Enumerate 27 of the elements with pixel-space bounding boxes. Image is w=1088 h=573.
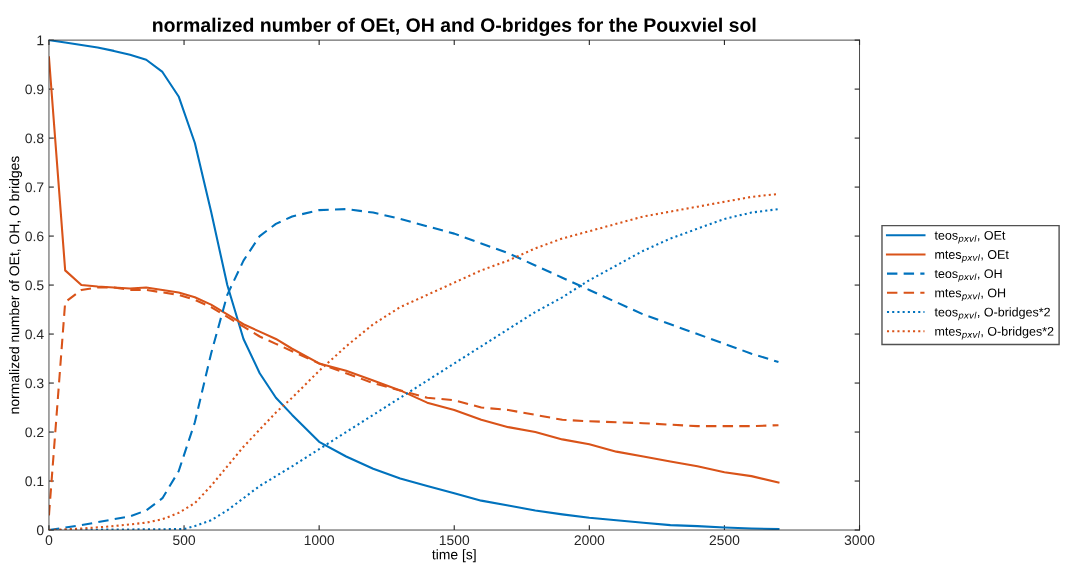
legend-label: mtes$_{pxvl}$, O-bridges*2 <box>935 326 1054 340</box>
x-tick-label: 1500 <box>439 535 470 546</box>
legend-label: teos$_{pxvl}$, OH <box>934 269 1002 282</box>
y-tick-label: 0.4 <box>25 329 44 340</box>
x-tick-label: 2500 <box>709 535 740 546</box>
chart-title: normalized number of OEt, OH and O-bridges for the Pouxviel sol <box>153 17 756 36</box>
y-tick-label: 0.8 <box>25 133 44 144</box>
y-tick-label: 0.3 <box>25 378 44 389</box>
y-axis-title: normalized number of OEt, OH, O bridges <box>9 156 23 414</box>
y-tick-label: 0.5 <box>25 280 44 291</box>
x-tick-label: 1000 <box>304 535 335 546</box>
y-tick-label: 0.6 <box>25 231 44 242</box>
y-tick-label: 0 <box>36 525 44 536</box>
x-tick-label: 3000 <box>844 535 875 546</box>
x-tick-label: 500 <box>173 535 196 546</box>
y-tick-label: 0.1 <box>25 476 44 487</box>
x-tick-label: 0 <box>45 535 53 546</box>
legend-label: mtes$_{pxvl}$, OH <box>935 288 1006 302</box>
legend-label: mtes$_{pxvl}$, OEt <box>935 250 1009 263</box>
y-tick-label: 0.2 <box>25 427 44 438</box>
y-tick-label: 0.7 <box>25 182 44 193</box>
x-axis-title: time [s] <box>432 549 476 563</box>
legend-label: teos$_{pxvl}$, O-bridges*2 <box>934 307 1050 321</box>
y-tick-label: 1 <box>37 35 44 46</box>
x-tick-label: 2000 <box>574 535 605 546</box>
legend-label: teos$_{pxvl}$, OEt <box>934 230 1006 244</box>
y-tick-label: 0.9 <box>25 84 44 95</box>
